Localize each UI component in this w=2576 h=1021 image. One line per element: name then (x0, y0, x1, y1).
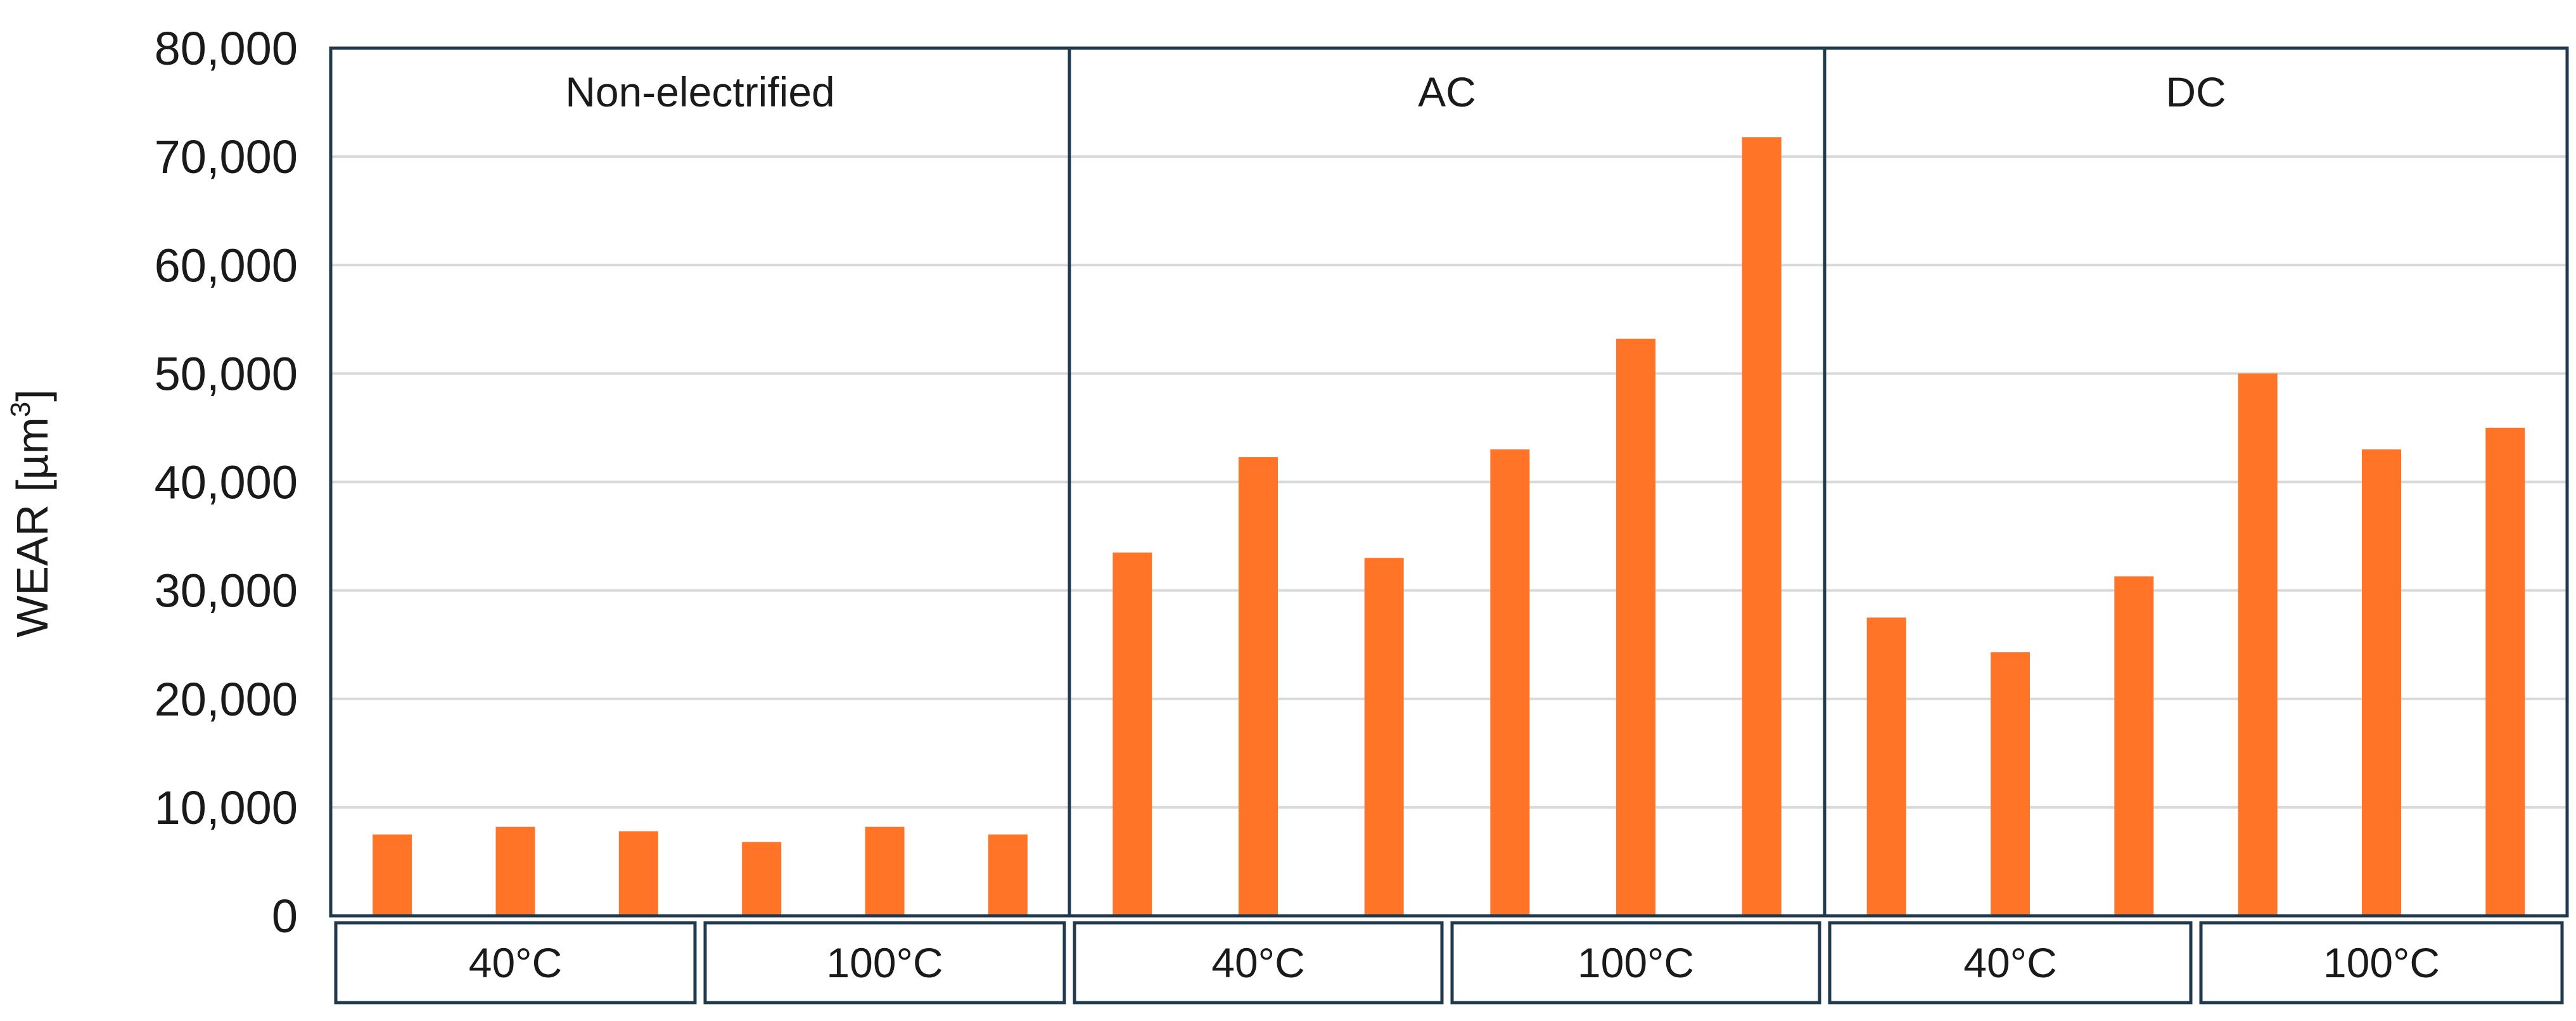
group-label: 100°C (2323, 939, 2440, 986)
y-tick-label: 70,000 (155, 131, 298, 183)
panel-frames: Non-electrified AC DC (329, 46, 2569, 918)
bar (1113, 552, 1152, 916)
y-tick-label: 80,000 (155, 22, 298, 75)
bar (373, 834, 412, 916)
panel-label: Non-electrified (565, 68, 835, 115)
panel-frame (1823, 46, 2569, 918)
panel-label: AC (1418, 68, 1476, 115)
y-tick-label: 60,000 (155, 239, 298, 292)
bar (1616, 338, 1655, 916)
group-box (1828, 921, 2193, 1005)
bar (988, 834, 1028, 916)
bar (1490, 449, 1530, 916)
group-box (1450, 921, 1821, 1005)
y-tick-labels: 0 10,000 20,000 30,000 40,000 50,000 60,000 70,… (155, 22, 298, 942)
group-label-boxes: 40°C 100°C 40°C 100°C 40°C 100°C (334, 921, 2564, 1005)
bar (742, 842, 782, 916)
bar (1866, 617, 1906, 916)
group-box (2199, 921, 2564, 1005)
y-axis-title: WEAR [µm3] (5, 389, 57, 637)
y-tick-label: 40,000 (155, 456, 298, 509)
bar (1742, 137, 1782, 916)
y-tick-label: 30,000 (155, 565, 298, 617)
y-tick-label: 20,000 (155, 673, 298, 726)
bar (1991, 652, 2030, 916)
panel-label: DC (2165, 68, 2226, 115)
bar (2362, 449, 2401, 916)
group-box (1073, 921, 1444, 1005)
bar (865, 826, 905, 916)
group-box (334, 921, 697, 1005)
bar (1364, 558, 1404, 916)
group-label: 40°C (469, 939, 562, 986)
bar (2485, 427, 2525, 916)
bar (2114, 576, 2154, 916)
bar (2238, 373, 2278, 916)
y-tick-label: 0 (272, 890, 298, 942)
bars (373, 137, 2525, 916)
bar (1239, 457, 1278, 916)
group-label: 40°C (1963, 939, 2056, 986)
bar (618, 831, 658, 916)
group-label: 100°C (1578, 939, 1694, 986)
group-box (703, 921, 1066, 1005)
group-label: 40°C (1211, 939, 1304, 986)
grid-lines (331, 155, 2567, 917)
bar (495, 826, 535, 916)
y-tick-label: 10,000 (155, 781, 298, 834)
y-tick-label: 50,000 (155, 347, 298, 400)
group-label: 100°C (826, 939, 943, 986)
